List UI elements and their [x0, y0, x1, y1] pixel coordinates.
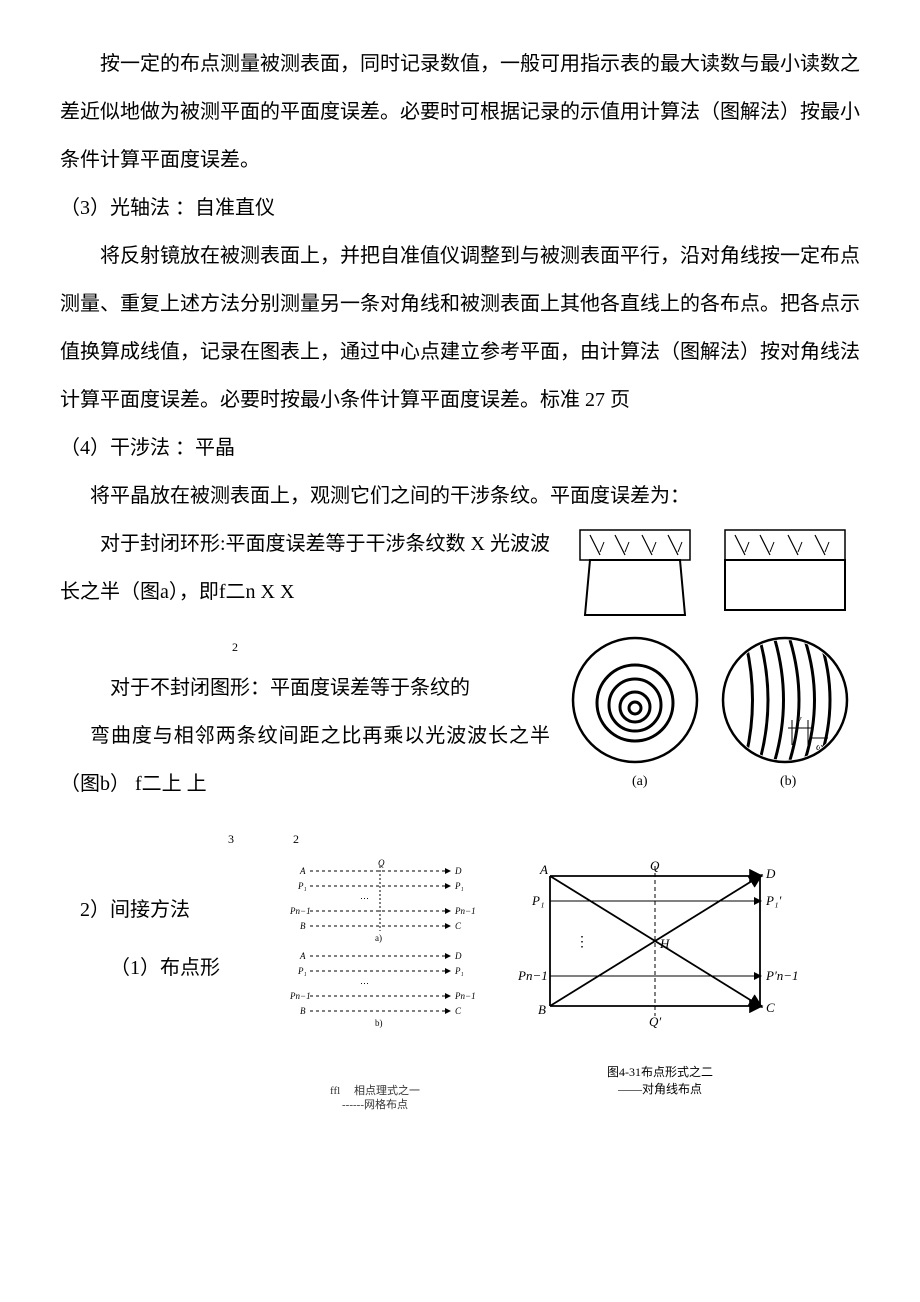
interference-section: 对于封闭环形:平面度误差等于干涉条纹数 X 光波波长之半（图a），即f二n X … — [60, 520, 860, 856]
svg-text:P₁′: P₁′ — [765, 893, 781, 908]
svg-text:⋯: ⋯ — [360, 893, 369, 903]
svg-text:Pn−1: Pn−1 — [289, 906, 311, 916]
svg-text:B: B — [300, 1006, 306, 1016]
paragraph-7: 对于不封闭图形：平面度误差等于条纹的 — [60, 664, 550, 712]
heading-indirect: 2）间接方法 — [60, 886, 260, 934]
fig2-cap3: ------网格布点 — [342, 1099, 408, 1111]
paragraph-8: 弯曲度与相邻两条纹间距之比再乘以光波波长之半（图b） f二上 上 3 2 — [60, 712, 550, 856]
fig3-caption: 图4-31布点形式之二 ——对角线布点 — [510, 1064, 810, 1098]
svg-text:b): b) — [375, 1018, 383, 1028]
svg-text:Pn−1: Pn−1 — [454, 991, 476, 1001]
svg-text:a): a) — [375, 933, 382, 943]
fig-top-left — [580, 530, 690, 615]
indirect-method-section: 2）间接方法 （1）布点形 A Q D P₁ P₁ ⋯ — [60, 856, 860, 1113]
figure-diagonal: ⋮ A Q D P₁ P₁′ H Pn−1 P′n−1 B Q′ C 图4-31… — [510, 856, 810, 1098]
svg-text:P′n−1: P′n−1 — [765, 968, 799, 983]
figure-grid: A Q D P₁ P₁ ⋯ Pn−1 Pn−1 B C a) A D P₁ — [260, 856, 490, 1113]
p8-sub2: 2 — [263, 833, 299, 845]
heading-method-4: （4）干涉法 ：平晶 — [60, 424, 860, 472]
figure-interference: v ω (a) (b) — [560, 520, 860, 818]
svg-text:C: C — [455, 921, 462, 931]
svg-text:Q′: Q′ — [649, 1014, 661, 1029]
svg-text:v: v — [797, 714, 802, 725]
p6-text: 对于封闭环形:平面度误差等于干涉条纹数 X 光波波长之半（图a），即f二n X … — [60, 533, 550, 603]
p8-text: 弯曲度与相邻两条纹间距之比再乘以光波波长之半（图b） f二上 上 — [60, 725, 550, 795]
svg-text:Pn−1: Pn−1 — [517, 968, 548, 983]
svg-text:B: B — [538, 1002, 546, 1017]
svg-text:Pn−1: Pn−1 — [454, 906, 476, 916]
svg-text:D: D — [765, 866, 776, 881]
fig2-caption: ffl 相点理式之一 ------网格布点 — [260, 1084, 490, 1113]
p6-subscript: 2 — [192, 641, 238, 653]
svg-text:⋮: ⋮ — [575, 935, 589, 950]
fig-concentric-icon — [573, 638, 697, 762]
svg-text:H: H — [659, 936, 670, 951]
svg-text:⋯: ⋯ — [360, 978, 369, 988]
svg-text:P₁: P₁ — [454, 966, 464, 976]
paragraph-6: 对于封闭环形:平面度误差等于干涉条纹数 X 光波波长之半（图a），即f二n X … — [60, 520, 550, 664]
svg-text:P₁: P₁ — [297, 966, 307, 976]
svg-text:A: A — [299, 951, 306, 961]
svg-text:D: D — [454, 866, 462, 876]
grid-a: A Q D P₁ P₁ ⋯ Pn−1 Pn−1 B C a) — [289, 858, 476, 943]
svg-text:A: A — [539, 862, 548, 877]
svg-text:D: D — [454, 951, 462, 961]
svg-text:A: A — [299, 866, 306, 876]
svg-text:C: C — [455, 1006, 462, 1016]
heading-method-3: （3）光轴法 ：自准直仪 — [60, 184, 860, 232]
p8-sub1: 3 — [198, 833, 234, 845]
grid-b: A D P₁ P₁ ⋯ Pn−1 Pn−1 B C b) — [289, 951, 476, 1028]
svg-text:B: B — [300, 921, 306, 931]
fig-label-a: (a) — [632, 774, 648, 789]
heading-budian: （1）布点形 — [60, 944, 260, 992]
fig3-cap2: ——对角线布点 — [618, 1082, 702, 1096]
paragraph-3: 将反射镜放在被测表面上，并把自准值仪调整到与被测表面平行，沿对角线按一定布点测量… — [60, 232, 860, 424]
fig-top-right — [725, 530, 845, 610]
fig-label-b: (b) — [780, 774, 797, 789]
svg-text:Q: Q — [650, 858, 660, 873]
fig2-cap2: 相点理式之一 — [354, 1085, 420, 1097]
svg-text:Pn−1: Pn−1 — [289, 991, 311, 1001]
paragraph-1: 按一定的布点测量被测表面，同时记录数值，一般可用指示表的最大读数与最小读数之差近… — [60, 40, 860, 184]
svg-text:Q: Q — [378, 858, 385, 868]
svg-text:P₁: P₁ — [531, 893, 544, 908]
svg-text:P₁: P₁ — [297, 881, 307, 891]
svg-text:P₁: P₁ — [454, 881, 464, 891]
fig2-cap1: ffl — [330, 1085, 340, 1097]
paragraph-5: 将平晶放在被测表面上，观测它们之间的干涉条纹。平面度误差为： — [60, 472, 860, 520]
fig-curved-fringes-icon: v ω — [723, 638, 847, 762]
fig3-cap1: 图4-31布点形式之二 — [607, 1065, 713, 1079]
svg-text:C: C — [766, 1000, 775, 1015]
